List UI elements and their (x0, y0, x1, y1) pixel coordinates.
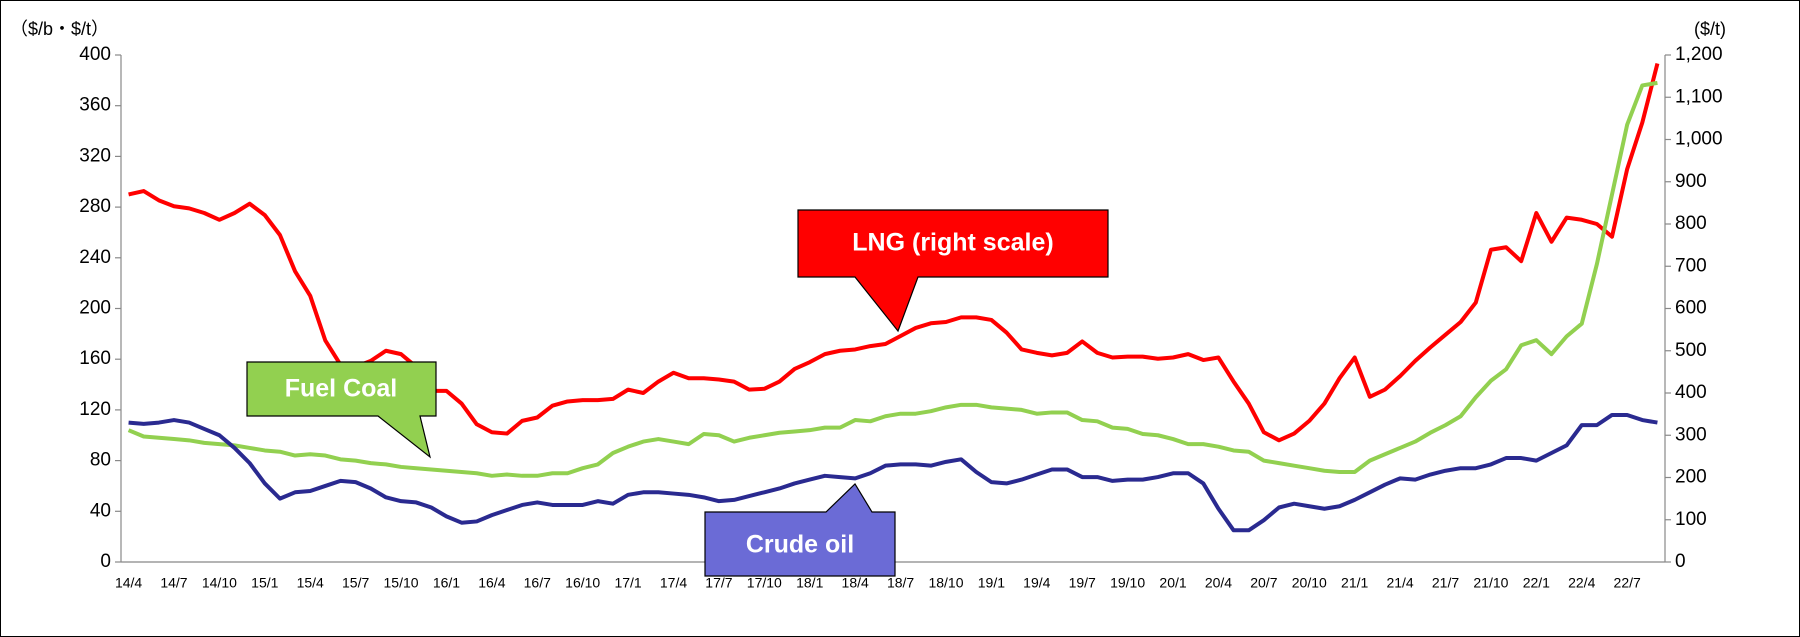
x-tick-label: 17/7 (705, 575, 732, 591)
x-tick-label: 17/4 (660, 575, 687, 591)
y2-tick-label: 200 (1675, 467, 1707, 488)
x-tick-label: 22/1 (1523, 575, 1550, 591)
y2-tick-label: 600 (1675, 298, 1707, 319)
y-tick-label: 40 (90, 500, 111, 521)
y2-tick-label: 500 (1675, 340, 1707, 361)
y-tick-label: 280 (79, 196, 111, 217)
x-tick-label: 20/7 (1250, 575, 1277, 591)
callout-box (797, 209, 1109, 333)
y-axis-label: （$/b・$/t） (10, 19, 109, 39)
x-tick-label: 21/4 (1386, 575, 1413, 591)
y2-axis-label: ($/t) (1694, 19, 1726, 39)
y2-tick-label: 100 (1675, 509, 1707, 530)
x-tick-label: 19/1 (978, 575, 1005, 591)
callout-crude: Crude oil (704, 483, 896, 577)
y2-tick-label: 0 (1675, 551, 1686, 572)
series-line (128, 412, 1658, 533)
series-line (127, 80, 1658, 478)
series-label: Fuel Coal (285, 375, 398, 403)
callout-coal: Fuel Coal (246, 361, 437, 459)
y2-tick-label: 900 (1675, 171, 1707, 192)
y2-tick-label: 400 (1675, 382, 1707, 403)
y2-tick-label: 1,000 (1675, 129, 1723, 150)
x-tick-label: 22/4 (1568, 575, 1595, 591)
x-tick-label: 17/1 (614, 575, 641, 591)
x-tick-label: 16/7 (524, 575, 551, 591)
x-tick-label: 20/10 (1292, 575, 1327, 591)
y2-tick-label: 700 (1675, 255, 1707, 276)
callout-box (246, 361, 437, 459)
y-tick-label: 200 (79, 298, 111, 319)
y-tick-label: 0 (100, 551, 111, 572)
series-label: LNG (right scale) (852, 229, 1053, 257)
x-tick-label: 14/10 (202, 575, 237, 591)
x-tick-label: 15/4 (297, 575, 324, 591)
x-tick-label: 19/10 (1110, 575, 1145, 591)
x-tick-label: 18/1 (796, 575, 823, 591)
y-tick-label: 120 (79, 399, 111, 420)
x-tick-label: 14/4 (115, 575, 142, 591)
y2-tick-label: 1,100 (1675, 86, 1723, 107)
x-tick-label: 18/7 (887, 575, 914, 591)
x-tick-label: 16/10 (565, 575, 600, 591)
x-tick-label: 19/7 (1069, 575, 1096, 591)
x-tick-label: 22/7 (1614, 575, 1641, 591)
x-tick-label: 15/1 (251, 575, 278, 591)
callout-lng: LNG (right scale) (797, 209, 1109, 333)
y-tick-label: 80 (90, 450, 111, 471)
y2-tick-label: 300 (1675, 424, 1707, 445)
x-tick-label: 18/4 (842, 575, 869, 591)
x-tick-label: 21/10 (1473, 575, 1508, 591)
series-label: Crude oil (746, 531, 854, 559)
y2-tick-label: 1,200 (1675, 44, 1723, 65)
x-tick-label: 19/4 (1023, 575, 1050, 591)
y-tick-label: 360 (79, 95, 111, 116)
x-tick-label: 18/10 (928, 575, 963, 591)
callout-box (704, 483, 896, 577)
x-tick-label: 15/7 (342, 575, 369, 591)
x-tick-label: 15/10 (384, 575, 419, 591)
y-tick-label: 240 (79, 247, 111, 268)
x-tick-label: 20/1 (1159, 575, 1186, 591)
x-tick-label: 21/1 (1341, 575, 1368, 591)
y-tick-label: 160 (79, 348, 111, 369)
x-tick-label: 17/10 (747, 575, 782, 591)
x-tick-label: 16/4 (478, 575, 505, 591)
y-tick-label: 320 (79, 145, 111, 166)
y-tick-label: 400 (79, 44, 111, 65)
plot-area: 0 40 80 120 160 200 240 280 320 360 400 0 100 200 300 4… (79, 44, 1722, 591)
x-tick-label: 14/7 (160, 575, 187, 591)
y2-tick-label: 800 (1675, 213, 1707, 234)
x-tick-label: 21/7 (1432, 575, 1459, 591)
x-tick-label: 16/1 (433, 575, 460, 591)
x-tick-label: 20/4 (1205, 575, 1232, 591)
series-line (128, 62, 1660, 443)
